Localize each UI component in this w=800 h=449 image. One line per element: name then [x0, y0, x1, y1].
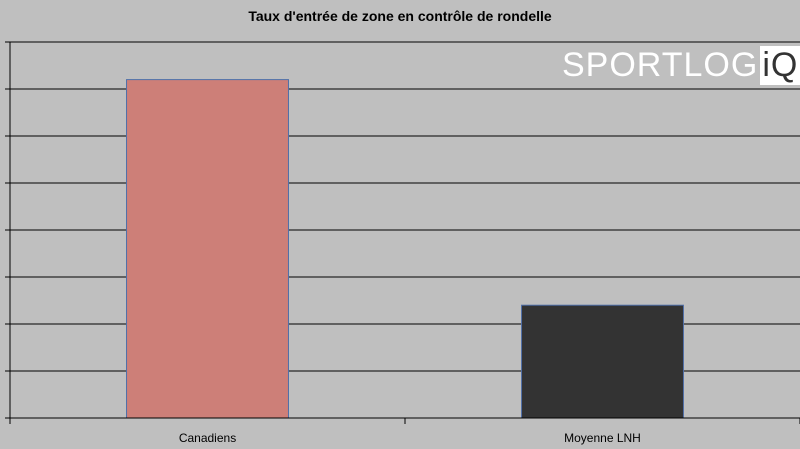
x-tick-label: Canadiens	[178, 431, 237, 445]
bar-moyenne-lnh	[521, 304, 684, 419]
bar-canadiens	[126, 79, 289, 419]
bars	[126, 79, 684, 419]
x-tick-label: Moyenne LNH	[564, 431, 641, 445]
sportlogiq-logo: SPORTLOG iQ	[562, 46, 800, 85]
chart-title: Taux d'entrée de zone en contrôle de ron…	[248, 8, 552, 24]
axes	[9, 42, 800, 424]
